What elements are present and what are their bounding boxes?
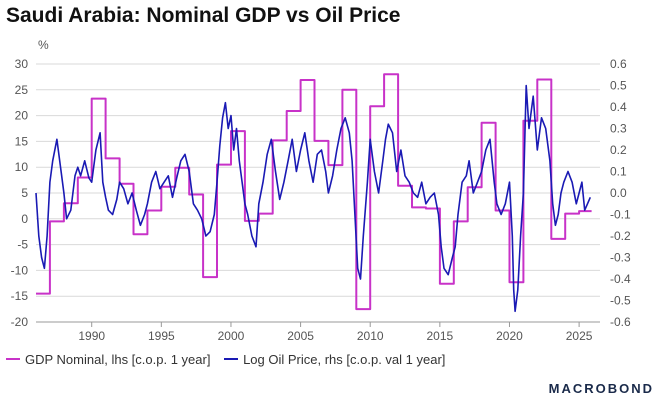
y-tick-label-left: 0 [21,212,28,226]
y-tick-label-left: 20 [15,109,29,123]
y-tick-label-right: -0.3 [610,251,631,265]
x-tick-label: 2020 [496,329,523,343]
y-tick-label-left: 5 [21,186,28,200]
series-log-oil-price-line [35,84,592,313]
legend-swatch-oil [224,358,239,360]
x-tick-label: 1990 [78,329,105,343]
y-tick-label-right: 0.5 [610,79,627,93]
y-tick-label-left: 25 [15,83,29,97]
series-layer [35,73,592,313]
legend-label-gdp: GDP Nominal, lhs [c.o.p. 1 year] [25,351,211,367]
x-tick-label: 2015 [427,329,454,343]
y-tick-label-left: -10 [11,263,29,277]
y-tick-label-right: -0.5 [610,294,631,308]
y-tick-label-left: 15 [15,134,29,148]
y-tick-label-left: 30 [15,57,29,71]
y-tick-label-left: -20 [11,315,29,329]
legend-item-gdp: GDP Nominal, lhs [c.o.p. 1 year] [6,352,210,367]
y-tick-label-right: -0.4 [610,272,631,286]
y-tick-label-right: 0.2 [610,143,627,157]
y-tick-label-left: 10 [15,160,29,174]
x-tick-label: 2025 [566,329,593,343]
y-tick-label-right: 0.3 [610,122,627,136]
macrobond-logo: MACROBOND [548,381,654,396]
y-axis-unit-label: % [38,38,49,52]
x-tick-label: 2000 [218,329,245,343]
x-tick-label: 2010 [357,329,384,343]
chart-title: Saudi Arabia: Nominal GDP vs Oil Price [6,4,401,27]
y-tick-label-right: 0.4 [610,100,627,114]
y-tick-label-right: -0.1 [610,208,631,222]
x-tick-label: 2005 [287,329,314,343]
y-tick-label-right: -0.6 [610,315,631,329]
y-tick-label-left: -5 [17,238,28,252]
y-tick-label-right: -0.2 [610,229,631,243]
axes: -20-15-10-5051015202530-0.6-0.5-0.4-0.3-… [11,38,631,343]
x-tick-label: 1995 [148,329,175,343]
legend-item-oil: Log Oil Price, rhs [c.o.p. val 1 year] [224,352,445,367]
y-tick-label-left: -15 [11,289,29,303]
legend: GDP Nominal, lhs [c.o.p. 1 year] Log Oil… [6,348,455,367]
legend-label-oil: Log Oil Price, rhs [c.o.p. val 1 year] [243,351,446,367]
y-tick-label-right: 0.0 [610,186,627,200]
legend-swatch-gdp [6,358,20,360]
y-tick-label-right: 0.1 [610,165,627,179]
y-tick-label-right: 0.6 [610,57,627,71]
